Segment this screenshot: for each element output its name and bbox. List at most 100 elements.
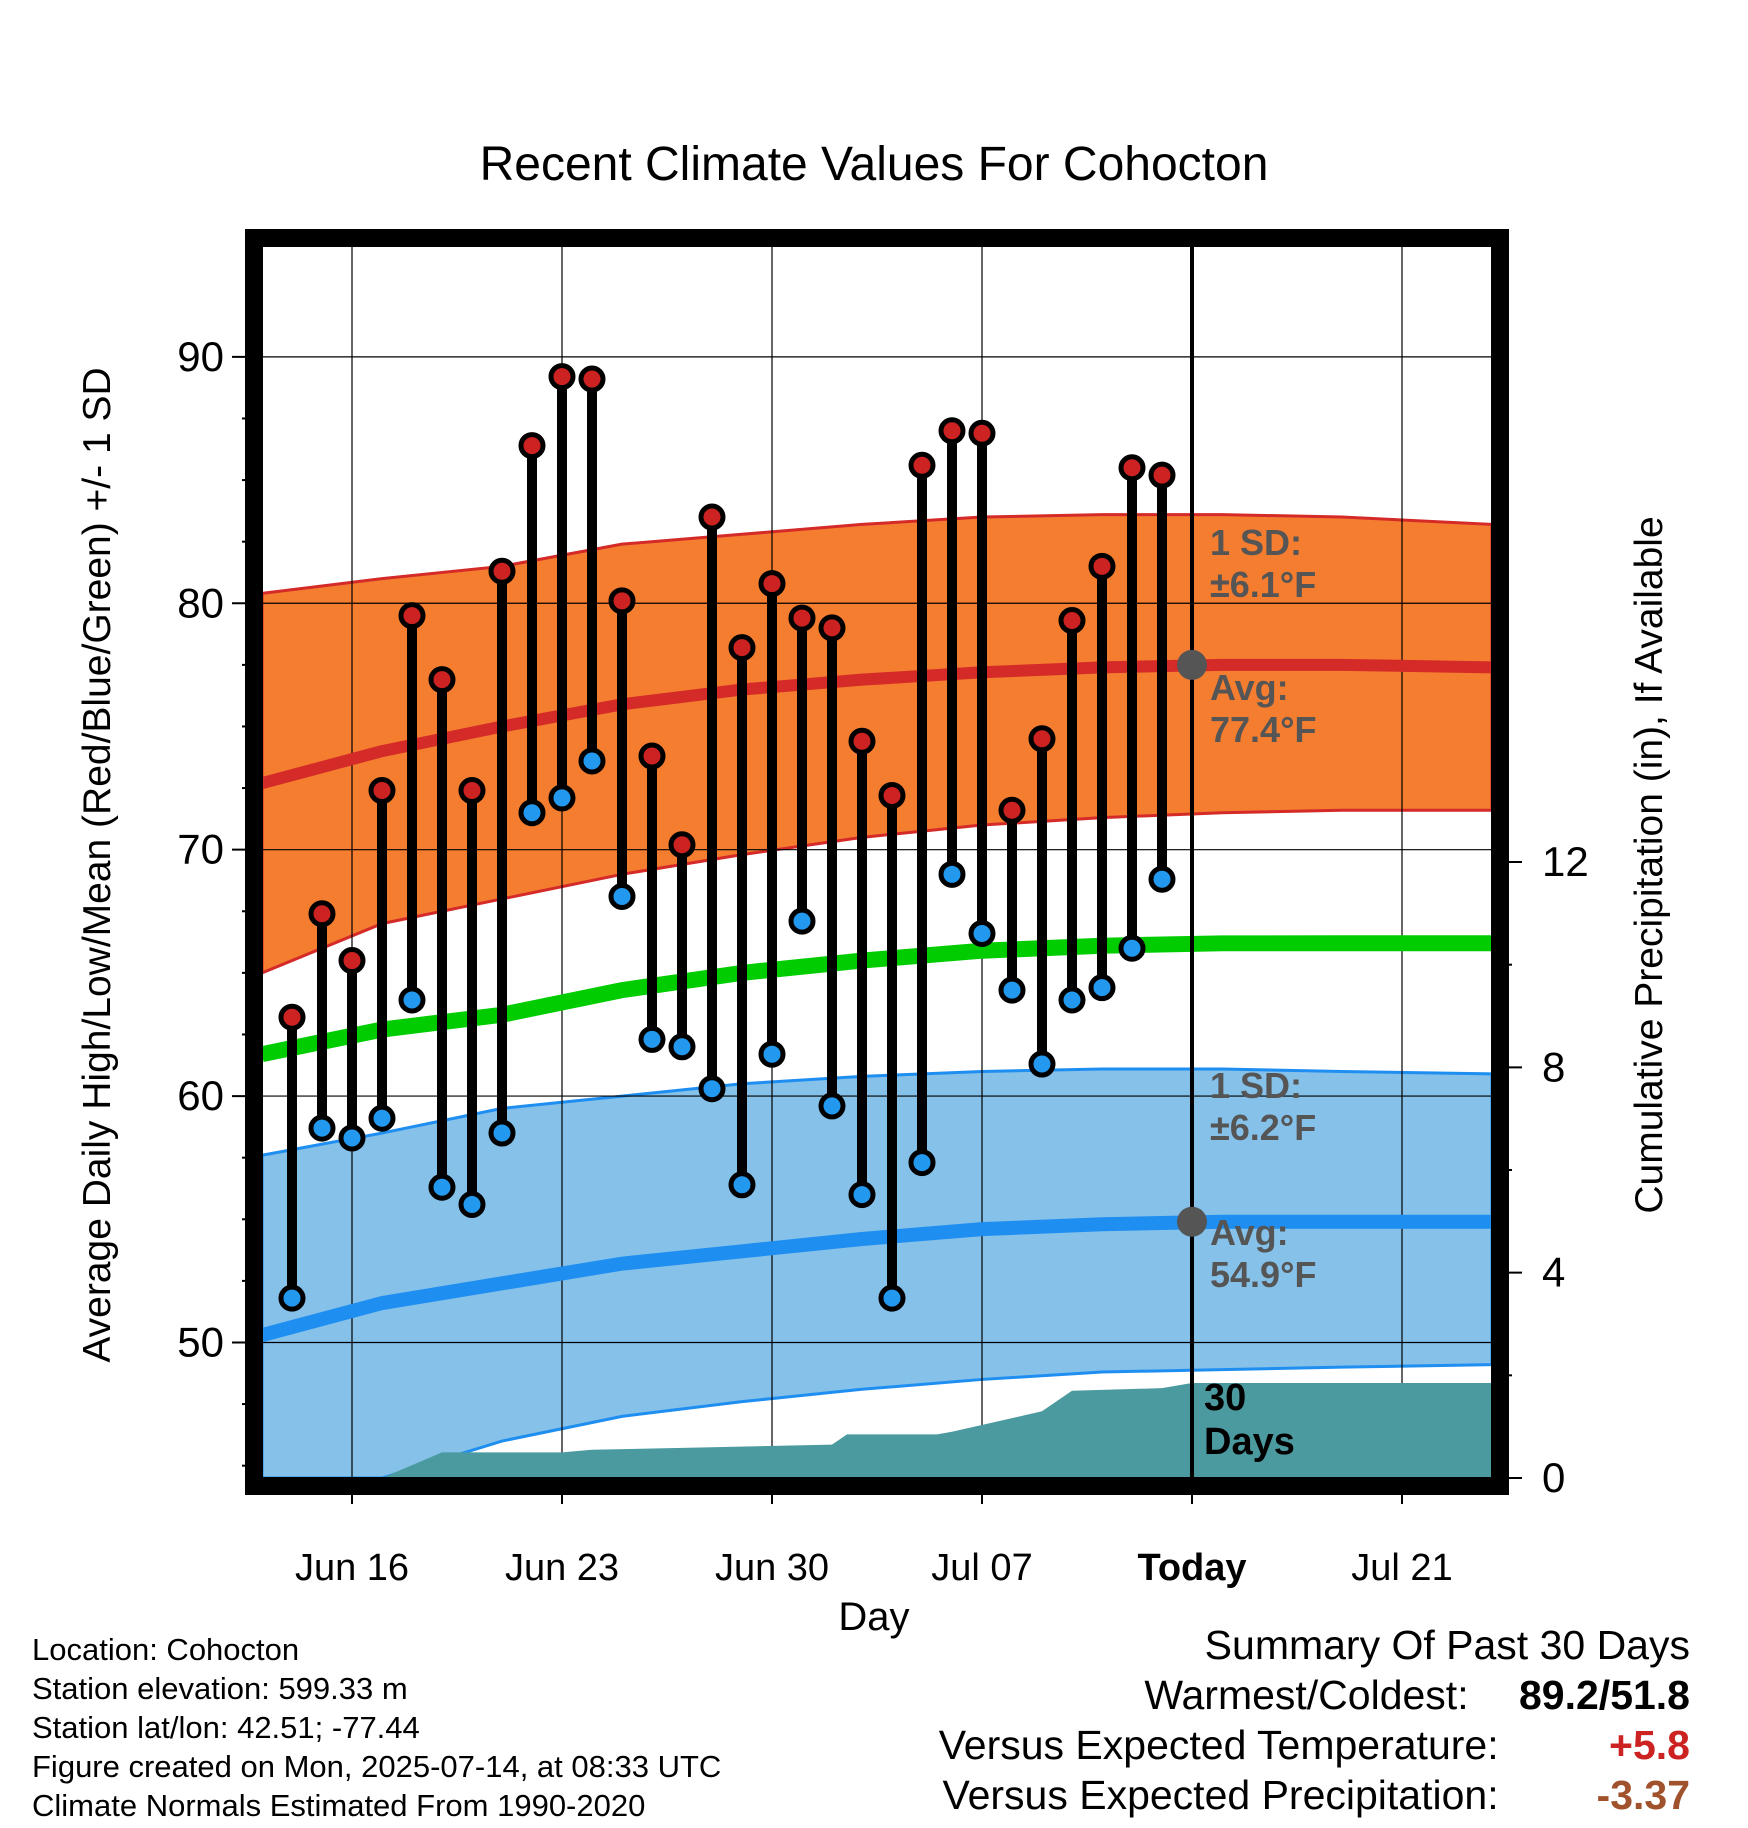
day-1-high-point — [278, 1003, 306, 1031]
day-11-low-point — [578, 747, 606, 775]
day-3-low-point — [338, 1124, 366, 1152]
day-30-high-point — [1148, 461, 1176, 489]
day-7-low-point — [458, 1190, 486, 1218]
day-29-low-point — [1118, 934, 1146, 962]
high-sd-annotation: 1 SD: ±6.1°F — [1210, 522, 1316, 605]
day-12-high-point — [608, 587, 636, 615]
warm-cold-label: Warmest/Coldest: — [1144, 1672, 1469, 1718]
summary-warm-cold: Warmest/Coldest: 89.2/51.8 — [939, 1670, 1690, 1720]
x-tick-label: Today — [1137, 1547, 1246, 1589]
low-sd-annotation-value: ±6.2°F — [1210, 1107, 1316, 1148]
precip-value: -3.37 — [1596, 1772, 1690, 1818]
precipitation-area — [262, 1383, 1492, 1478]
high-avg-line — [260, 658, 1493, 789]
temp-value: +5.8 — [1609, 1722, 1690, 1768]
day-19-low-point — [818, 1092, 846, 1120]
y-tick-label-right: 0 — [1542, 1454, 1565, 1501]
day-23-high-point — [938, 417, 966, 445]
day-11-high-point — [578, 365, 606, 393]
today-low-avg-marker — [1177, 1206, 1207, 1237]
axes: Jun 16 Jun 23 Jun 30 Jul 07 Today Jul 21 50 60 7… — [177, 333, 1588, 1589]
info-normals: Climate Normals Estimated From 1990-2020 — [32, 1788, 646, 1823]
day-22-low-point — [908, 1149, 936, 1177]
info-latlon: Station lat/lon: 42.51; -77.44 — [32, 1710, 420, 1745]
temp-label: Versus Expected Temperature: — [938, 1722, 1499, 1768]
day-28-low-point — [1088, 974, 1116, 1002]
day-16-low-point — [728, 1171, 756, 1199]
day-3-high-point — [338, 947, 366, 975]
y-tick-label-right: 12 — [1542, 838, 1589, 885]
summary-panel: Summary Of Past 30 Days Warmest/Coldest:… — [939, 1620, 1690, 1820]
day-8-high-point — [488, 557, 516, 585]
day-2-high-point — [308, 900, 336, 928]
day-12-low-point — [608, 882, 636, 910]
day-21-low-point — [878, 1284, 906, 1312]
summary-temperature: Versus Expected Temperature: +5.8 — [939, 1720, 1690, 1770]
day-28-high-point — [1088, 552, 1116, 580]
y-tick-label-left: 60 — [177, 1072, 224, 1119]
x-tick-label: Jul 07 — [931, 1547, 1032, 1589]
low-avg-annotation: Avg: 54.9°F — [1210, 1212, 1316, 1295]
day-25-high-point — [998, 796, 1026, 824]
day-29-high-point — [1118, 454, 1146, 482]
today-days-number: 30 — [1204, 1377, 1246, 1419]
today-days-label: 30 Days — [1204, 1377, 1295, 1463]
high-avg-annotation-value: 77.4°F — [1210, 709, 1316, 750]
day-27-low-point — [1058, 986, 1086, 1014]
day-15-low-point — [698, 1075, 726, 1103]
info-created: Figure created on Mon, 2025-07-14, at 08… — [32, 1749, 722, 1784]
day-13-high-point — [638, 742, 666, 770]
day-2-low-point — [308, 1114, 336, 1142]
day-14-high-point — [668, 831, 696, 859]
high-sd-annotation-value: ±6.1°F — [1210, 564, 1316, 605]
low-avg-line — [260, 1214, 1492, 1342]
precip-area — [262, 1383, 1492, 1478]
day-26-high-point — [1028, 725, 1056, 753]
x-tick-label: Jun 16 — [295, 1547, 409, 1589]
day-17-high-point — [758, 570, 786, 598]
day-19-high-point — [818, 614, 846, 642]
day-8-low-point — [488, 1119, 516, 1147]
day-5-high-point — [398, 602, 426, 630]
high-avg-annotation: Avg: 77.4°F — [1210, 667, 1316, 750]
y-tick-label-left: 80 — [177, 579, 224, 626]
day-10-high-point — [548, 363, 576, 391]
climate-bands — [260, 513, 1494, 1480]
day-20-low-point — [848, 1181, 876, 1209]
station-info: Location: Cohocton Station elevation: 59… — [32, 1630, 721, 1825]
day-6-high-point — [428, 666, 456, 694]
day-26-low-point — [1028, 1050, 1056, 1078]
today-days-word: Days — [1204, 1421, 1295, 1463]
info-elevation: Station elevation: 599.33 m — [32, 1671, 408, 1706]
x-axis-label: Day — [838, 1595, 909, 1639]
y-tick-label-left: 50 — [177, 1318, 224, 1365]
day-27-high-point — [1058, 607, 1086, 635]
y-tick-label-right: 8 — [1542, 1043, 1565, 1090]
day-7-high-point — [458, 777, 486, 805]
chart-title: Recent Climate Values For Cohocton — [480, 138, 1269, 191]
warm-cold-value: 89.2/51.8 — [1519, 1672, 1690, 1718]
high-avg-annotation-title: Avg: — [1210, 667, 1289, 708]
day-5-low-point — [398, 986, 426, 1014]
summary-title: Summary Of Past 30 Days — [1204, 1622, 1690, 1668]
y-tick-label-right: 4 — [1542, 1249, 1565, 1296]
low-sd-annotation: 1 SD: ±6.2°F — [1210, 1065, 1316, 1148]
high-sd-annotation-title: 1 SD: — [1210, 522, 1302, 563]
y-axis-label-left: Average Daily High/Low/Mean (Red/Blue/Gr… — [76, 367, 119, 1362]
day-17-low-point — [758, 1040, 786, 1068]
low-avg-annotation-title: Avg: — [1210, 1212, 1289, 1253]
day-6-low-point — [428, 1173, 456, 1201]
day-24-low-point — [968, 919, 996, 947]
low-sd-annotation-title: 1 SD: — [1210, 1065, 1302, 1106]
day-24-high-point — [968, 419, 996, 447]
day-23-low-point — [938, 860, 966, 888]
info-location: Location: Cohocton — [32, 1632, 300, 1667]
x-tick-label: Jul 21 — [1351, 1547, 1452, 1589]
summary-precipitation: Versus Expected Precipitation: -3.37 — [939, 1770, 1691, 1820]
day-16-high-point — [728, 634, 756, 662]
day-18-high-point — [788, 604, 816, 632]
today-high-avg-marker — [1177, 649, 1207, 680]
day-9-high-point — [518, 432, 546, 460]
